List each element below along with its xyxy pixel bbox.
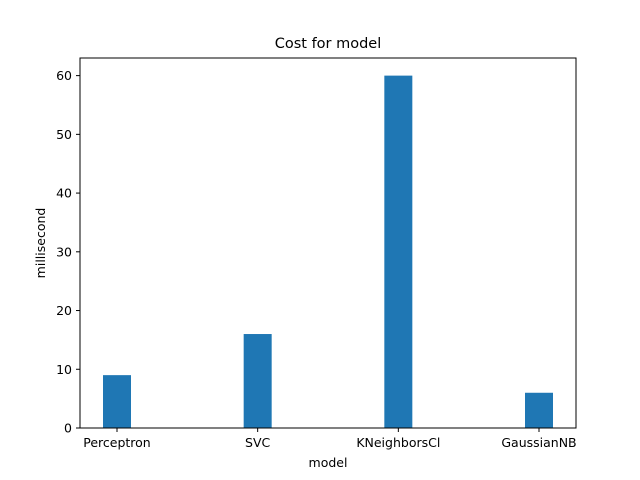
plot-frame bbox=[79, 57, 577, 429]
y-tick-label: 60 bbox=[56, 68, 72, 83]
x-tick-label: Perceptron bbox=[83, 435, 150, 450]
bar-svc bbox=[243, 334, 272, 428]
x-tick-label: SVC bbox=[245, 435, 270, 450]
x-axis-label: model bbox=[309, 455, 348, 470]
y-axis-label: millisecond bbox=[33, 208, 48, 279]
y-axis-ticks: 0 10 20 30 40 50 60 bbox=[56, 68, 80, 436]
bar-gaussiannb bbox=[525, 392, 553, 428]
y-tick-label: 40 bbox=[56, 186, 72, 201]
x-tick-label: GaussianNB bbox=[501, 435, 576, 450]
x-tick-label: KNeighborsCl bbox=[356, 435, 440, 450]
chart-title: Cost for model bbox=[275, 36, 382, 52]
y-tick-label: 30 bbox=[56, 244, 72, 259]
y-tick-label: 50 bbox=[56, 127, 72, 142]
y-tick-label: 20 bbox=[56, 303, 72, 318]
bar-perceptron bbox=[103, 375, 131, 428]
y-tick-label: 0 bbox=[64, 421, 72, 436]
bar-kneighborscl bbox=[384, 75, 413, 429]
y-tick-label: 10 bbox=[56, 362, 72, 377]
bars-group bbox=[103, 75, 553, 429]
x-axis-ticks: Perceptron SVC KNeighborsCl GaussianNB bbox=[83, 428, 577, 450]
